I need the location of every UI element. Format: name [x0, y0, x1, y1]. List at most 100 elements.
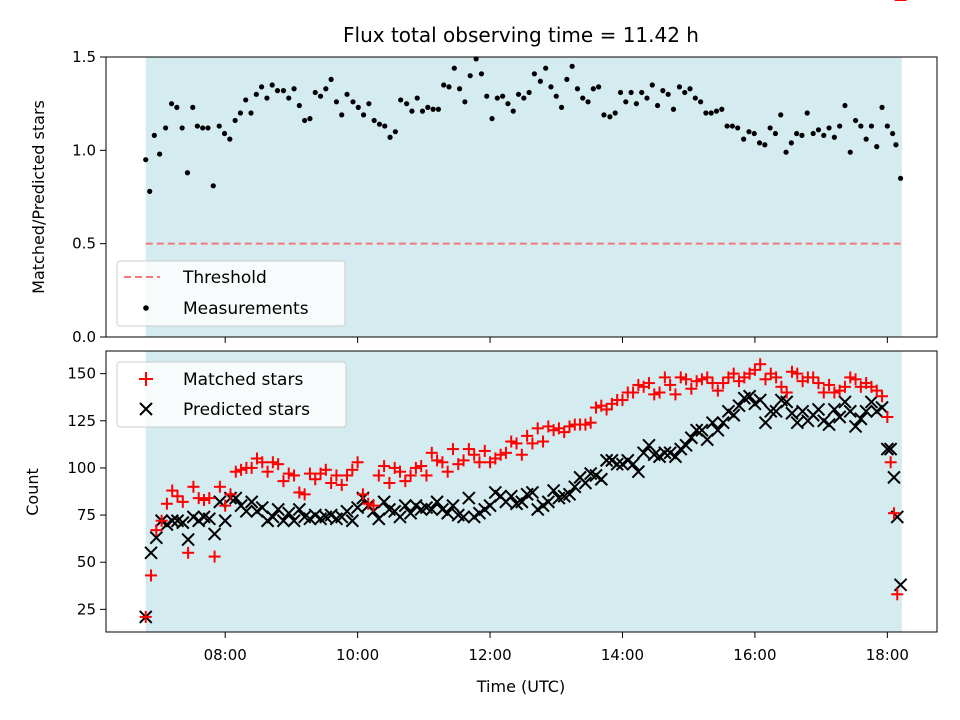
matched-star-point: [526, 437, 539, 450]
predicted-star-point: [636, 446, 651, 460]
matched-star-point: [754, 358, 767, 371]
measurement-point: [654, 102, 661, 109]
measurement-point: [719, 106, 725, 112]
measurement-point: [521, 95, 527, 101]
predicted-star-point: [779, 395, 794, 409]
measurement-point: [248, 110, 254, 116]
counts-y-ticks: 25 50 75 100 125 150: [67, 365, 106, 618]
predicted-star-point: [504, 489, 518, 503]
measurement-point: [430, 106, 436, 112]
matched-star-point: [584, 416, 597, 429]
measurement-point: [344, 91, 350, 97]
predicted-star-point: [350, 500, 365, 515]
matched-star-point: [711, 384, 724, 397]
measurement-point: [227, 136, 233, 142]
matched-star-point: [415, 460, 428, 473]
matched-star-point: [494, 448, 507, 461]
measurement-point: [355, 104, 361, 110]
predicted-star-point: [727, 408, 741, 422]
measurement-point: [574, 86, 581, 92]
predicted-star-point: [811, 402, 826, 417]
x-tick-label: 14:00: [601, 646, 644, 664]
measurement-point: [280, 88, 287, 94]
measurement-point: [296, 102, 302, 109]
measurement-point: [826, 125, 832, 131]
matched-star-point: [404, 469, 417, 482]
predicted-star-point: [446, 498, 460, 513]
y-tick-label: 150: [67, 365, 96, 383]
predicted-star-point: [149, 530, 164, 545]
y-tick-label: 50: [77, 553, 96, 571]
measurement-point: [676, 84, 683, 90]
predicted-star-point: [255, 500, 269, 515]
matched-star-point: [245, 461, 258, 474]
matched-star-point: [632, 378, 645, 391]
measurement-points: [143, 56, 904, 194]
measurement-point: [174, 104, 180, 110]
measurement-point: [670, 106, 677, 112]
predicted-star-point: [430, 495, 444, 509]
measurement-point: [216, 123, 222, 129]
measurement-point: [890, 130, 896, 137]
predicted-star-point: [456, 510, 471, 524]
measurement-point: [425, 104, 431, 110]
matched-star-point: [505, 435, 518, 448]
matched-star-point: [478, 444, 491, 457]
predicted-star-point: [292, 502, 307, 517]
measurement-point: [414, 95, 420, 101]
measurement-point: [687, 86, 693, 92]
measurement-point: [729, 123, 735, 129]
measurement-point: [371, 117, 377, 124]
matched-star-point: [775, 380, 788, 393]
measurement-point: [221, 130, 228, 137]
measurement-point: [162, 125, 169, 131]
matched-star-point: [727, 367, 740, 380]
measurement-point: [868, 123, 875, 129]
predicted-star-point: [758, 415, 773, 430]
matched-star-point: [192, 492, 205, 505]
matched-star-point: [139, 610, 152, 623]
y-tick-label: 100: [67, 459, 96, 477]
measurement-point: [441, 82, 447, 88]
predicted-star-point: [887, 470, 901, 485]
matched-star-point: [521, 429, 534, 442]
matched-star-point: [558, 426, 571, 439]
x-tick-label: 10:00: [336, 646, 379, 664]
measurement-point: [478, 71, 485, 77]
predicted-legend-swatch: [139, 402, 153, 416]
predicted-star-point: [282, 506, 296, 520]
measurement-point: [398, 97, 404, 103]
matched-star-point: [876, 390, 889, 403]
matched-star-point: [441, 465, 454, 478]
measurement-point: [628, 89, 634, 96]
matched-star-point: [420, 469, 433, 482]
measurement-point: [783, 149, 789, 155]
matched-star-point: [600, 403, 613, 416]
matched-star-point: [537, 435, 550, 448]
measurement-point: [762, 142, 768, 148]
measurement-point: [612, 110, 618, 116]
predicted-star-point: [843, 404, 857, 419]
predicted-star-point: [705, 415, 720, 430]
measurement-point: [419, 108, 426, 114]
measurement-point: [815, 127, 822, 133]
measurement-point: [190, 104, 196, 110]
measurement-point: [698, 99, 704, 105]
matched-star-point: [256, 456, 269, 469]
matched-star-point: [870, 384, 883, 397]
matched-star-point: [425, 446, 438, 459]
matched-star-point: [171, 490, 184, 503]
measurement-point: [842, 102, 848, 109]
measurement-point: [751, 130, 757, 137]
chart-title: Flux total observing time = 11.42 h: [343, 23, 699, 47]
measurement-point: [837, 123, 843, 129]
y-tick-label: 1.0: [72, 141, 96, 159]
matched-star-point: [579, 418, 592, 431]
matched-star-point: [563, 420, 576, 433]
matched-star-point: [351, 456, 364, 469]
measurement-point: [778, 112, 784, 118]
measurement-point: [708, 110, 714, 116]
matched-star-point: [261, 465, 274, 478]
measurement-point: [312, 89, 318, 96]
